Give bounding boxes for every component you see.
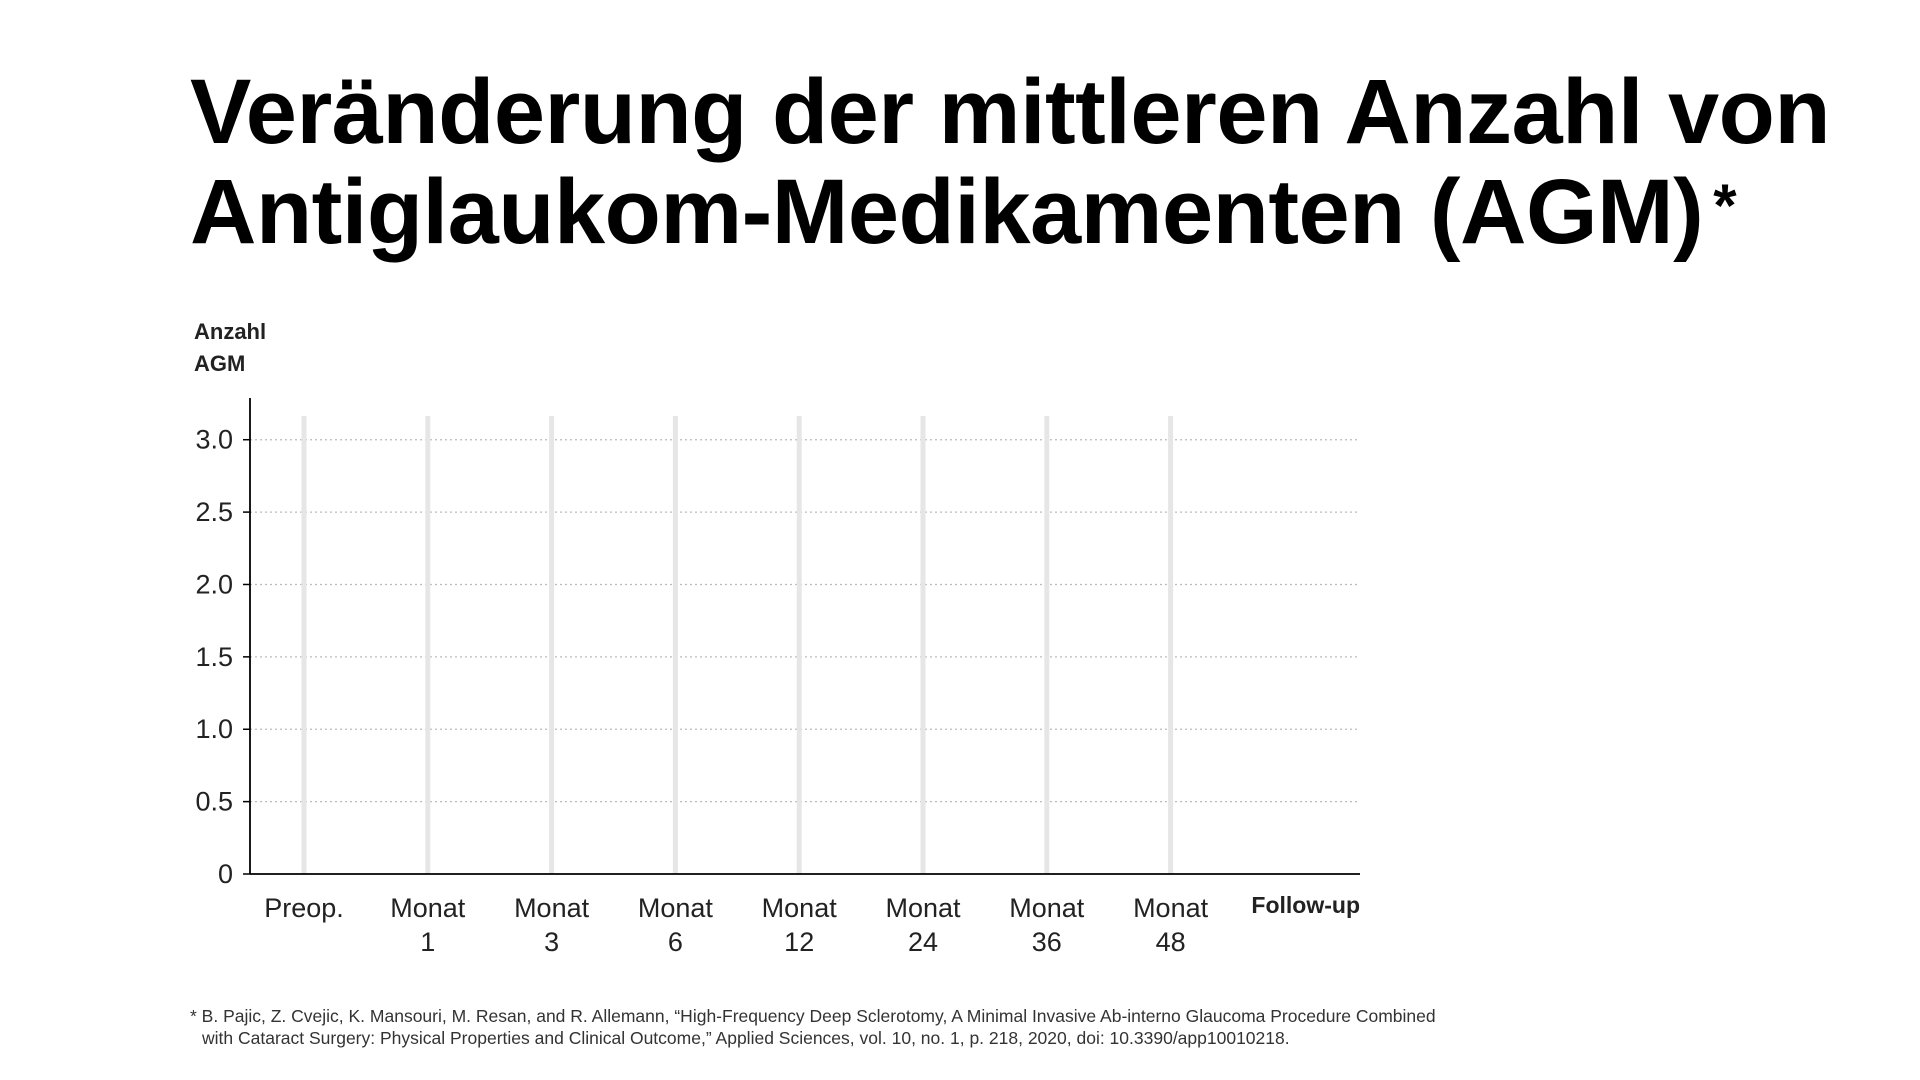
- x-tick-label: 6: [668, 927, 683, 957]
- category-band: [549, 416, 555, 874]
- y-tick-label: 3.0: [195, 425, 233, 455]
- x-tick-label: 24: [908, 927, 938, 957]
- category-bands: [301, 416, 1174, 874]
- footnote-line-1: * B. Pajic, Z. Cvejic, K. Mansouri, M. R…: [190, 1006, 1436, 1026]
- x-tick-label: Monat: [885, 893, 961, 923]
- x-tick-label: 36: [1032, 927, 1062, 957]
- x-tick-label: Monat: [390, 893, 466, 923]
- chart-plot: 0 0.5 1.0 1.5 2.0 2.5 3.0 Preop. Monat 1 Monat 3 Mo…: [195, 398, 1360, 957]
- x-tick-label: Monat: [514, 893, 590, 923]
- x-tick-label: Monat: [762, 893, 838, 923]
- x-tick-label: 3: [544, 927, 559, 957]
- category-band: [425, 416, 431, 874]
- footnote-mark: *: [1713, 172, 1737, 239]
- title-line-1: Veränderung der mittleren Anzahl von: [190, 61, 1831, 163]
- y-ticks: 0 0.5 1.0 1.5 2.0 2.5 3.0: [195, 425, 250, 889]
- x-ticks: Preop. Monat 1 Monat 3 Monat 6 Monat 12 Monat 24 Mo…: [264, 892, 1360, 957]
- x-tick-label: 1: [420, 927, 435, 957]
- y-tick-label: 2.5: [195, 497, 233, 527]
- reference-footnote: * B. Pajic, Z. Cvejic, K. Mansouri, M. R…: [190, 1005, 1436, 1049]
- title-line-2: Antiglaukom-Medikamenten (AGM) *: [190, 162, 1830, 262]
- y-tick-label: 0.5: [195, 787, 233, 817]
- axes: [249, 398, 1360, 875]
- y-axis-label-line-2: AGM: [194, 351, 246, 376]
- x-tick-label: Monat: [1133, 893, 1209, 923]
- category-band: [1044, 416, 1050, 874]
- y-axis-label: Anzahl AGM: [194, 316, 266, 380]
- category-band: [672, 416, 678, 874]
- title-line-2-text: Antiglaukom-Medikamenten (AGM): [190, 161, 1704, 263]
- x-tick-label: Preop.: [264, 893, 344, 923]
- x-tick-label: 12: [784, 927, 814, 957]
- y-tick-label: 0: [218, 859, 233, 889]
- category-band: [1168, 416, 1174, 874]
- y-tick-label: 2.0: [195, 569, 233, 599]
- category-band: [920, 416, 926, 874]
- x-tick-label: Monat: [638, 893, 714, 923]
- y-tick-label: 1.0: [195, 714, 233, 744]
- category-band: [796, 416, 802, 874]
- x-axis-label: Follow-up: [1251, 892, 1360, 918]
- y-tick-label: 1.5: [195, 642, 233, 672]
- y-axis-label-line-1: Anzahl: [194, 319, 267, 344]
- gridlines: [250, 439, 1360, 803]
- x-tick-label: Monat: [1009, 893, 1085, 923]
- footnote-line-2: with Cataract Surgery: Physical Properti…: [202, 1028, 1290, 1048]
- x-tick-label: 48: [1156, 927, 1186, 957]
- category-band: [301, 416, 307, 874]
- chart-title: Veränderung der mittleren Anzahl von Ant…: [190, 61, 1831, 262]
